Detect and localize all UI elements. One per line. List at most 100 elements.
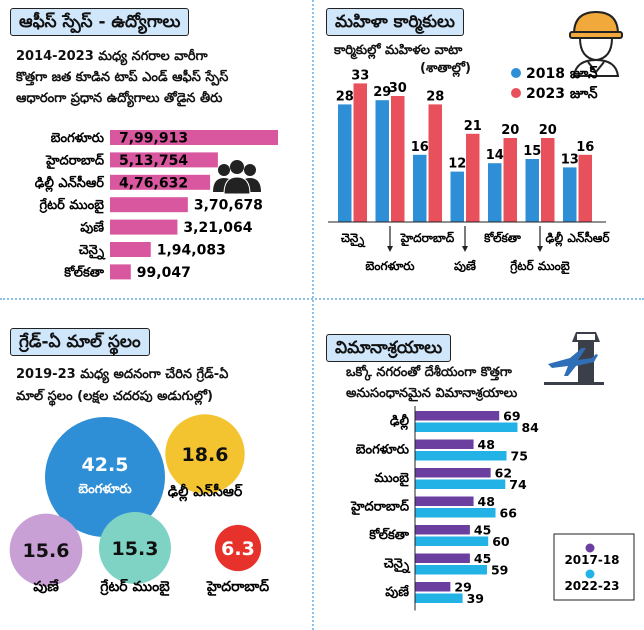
people-group-icon	[213, 160, 261, 195]
women-value-label: 16	[576, 140, 594, 155]
air-bar-2017-18	[415, 468, 491, 478]
office-category-label: బెంగళూరు	[51, 131, 105, 146]
women-bar-2018	[563, 167, 577, 222]
office-value-label: 3,70,678	[194, 198, 263, 214]
women-category-label: బెంగళూరు	[365, 259, 414, 273]
mall-space-panel: గ్రేడ్-ఏ మాల్ స్థలం 2019-23 మధ్య అదనంగా …	[0, 302, 310, 630]
women-value-label: 13	[561, 152, 579, 167]
airports-panel: విమానాశ్రయాలు ఒక్కో నగరంతో దేశీయంగా కొత్…	[316, 302, 644, 630]
office-subtitle-line-3: ఆధారంగా ప్రధాన ఉద్యోగాలు తోడైన తీరు	[16, 91, 223, 106]
air-bar-2022-23	[415, 565, 487, 575]
air-bar-2022-23	[415, 479, 506, 489]
air-value-label: 75	[511, 449, 528, 464]
women-bar-2018	[338, 104, 352, 222]
mall-title: గ్రేడ్-ఏ మాల్ స్థలం	[10, 328, 150, 356]
mall-category-label: పుణే	[33, 579, 59, 595]
office-category-label: చెన్నై	[79, 243, 106, 260]
office-category-label: కోల్‌కతా	[63, 264, 105, 280]
women-bar-2018	[413, 154, 427, 222]
women-label-arrow	[537, 246, 543, 252]
vertical-divider	[312, 0, 314, 630]
women-bar-2023	[428, 104, 442, 222]
women-category-label: కోల్‌కతా	[483, 231, 522, 245]
mall-category-label: హైదరాబాద్	[206, 578, 269, 596]
mall-value-label: 18.6	[182, 444, 229, 466]
office-bar	[110, 242, 151, 257]
airports-subtitle-line-1: ఒక్కో నగరంతో దేశీయంగా కొత్తగా	[346, 365, 512, 380]
air-legend-box	[553, 533, 635, 601]
women-subtitle-line-2: (శాతాల్లో)	[420, 61, 471, 76]
air-category-label: కోల్‌కతా	[368, 527, 410, 543]
women-bar-2018	[375, 100, 389, 222]
air-bar-2017-18	[415, 439, 474, 449]
air-value-label: 48	[478, 437, 495, 452]
air-category-label: ఢిల్లీ	[390, 413, 410, 431]
air-bar-2017-18	[415, 525, 470, 535]
women-value-label: 12	[448, 157, 466, 172]
office-chart: బెంగళూరు 7,99,913 హైదరాబాద్ 5,13,754 ఢిల్లీ …	[35, 130, 278, 281]
office-subtitle: 2014-2023 మధ్య నగరాల వారీగా కొత్తగా జత క…	[16, 46, 306, 109]
mall-category-label: ఢిల్లీ ఎన్‌సీఆర్	[168, 483, 243, 502]
air-bar-2017-18	[415, 496, 474, 506]
women-title: మహిళా కార్మికులు	[326, 8, 464, 36]
air-value-label: 84	[521, 420, 539, 435]
office-value-label: 3,21,064	[183, 220, 252, 236]
women-value-label: 21	[464, 119, 482, 134]
air-value-label: 60	[492, 534, 510, 549]
mall-bubble	[45, 417, 165, 537]
women-bar-2023	[503, 138, 517, 222]
office-bar	[110, 152, 218, 168]
air-bar-2017-18	[415, 411, 500, 421]
women-legend-dot	[511, 68, 521, 78]
air-category-label: హైదరాబాద్	[350, 499, 409, 516]
air-value-label: 48	[478, 494, 495, 509]
women-legend-label: 2018 జూన్	[526, 65, 598, 82]
office-value-label: 1,94,083	[157, 243, 226, 259]
office-bar	[110, 130, 278, 145]
mall-value-label: 15.3	[112, 538, 159, 560]
airplane-control-tower-icon	[544, 332, 604, 385]
mall-bubble	[9, 513, 83, 587]
women-subtitle: కార్మికుల్లో మహిళల వాటా (శాతాల్లో)	[334, 42, 471, 78]
airports-title: విమానాశ్రయాలు	[326, 334, 452, 362]
women-value-label: 15	[523, 144, 541, 159]
air-category-label: ముంబై	[374, 471, 409, 487]
office-category-label: హైదరాబాద్	[45, 152, 104, 169]
women-label-arrow	[387, 246, 393, 252]
mall-chart: 42.5 బెంగళూరు 18.6 ఢిల్లీ ఎన్‌సీఆర్ 15.6 పుణే…	[9, 414, 269, 596]
office-title: ఆఫీస్ స్పేస్ - ఉద్యోగాలు	[10, 8, 190, 36]
women-value-label: 28	[426, 89, 444, 104]
women-bar-2018	[488, 163, 502, 222]
air-bar-2022-23	[415, 536, 489, 546]
office-bar	[110, 219, 178, 235]
women-bar-2018	[450, 171, 464, 222]
office-bar	[110, 197, 188, 213]
mall-value-label: 15.6	[23, 540, 70, 562]
mall-subtitle-line-1: 2019-23 మధ్య అదనంగా చేరిన గ్రేడ్-ఏ	[16, 367, 229, 382]
office-value-label: 5,13,754	[119, 153, 188, 169]
women-value-label: 16	[411, 140, 429, 155]
office-value-label: 4,76,632	[119, 175, 188, 191]
air-value-label: 69	[503, 409, 520, 424]
office-bar	[110, 264, 131, 280]
air-bar-2022-23	[415, 593, 463, 603]
women-value-label: 20	[539, 123, 557, 138]
women-legend-label: 2023 జూన్	[526, 85, 598, 102]
air-legend-label: 2017-18	[564, 553, 619, 567]
office-subtitle-line-2: కొత్తగా జత కూడిన టాప్ ఎండ్ ఆఫీస్ స్పేస్	[16, 70, 229, 85]
air-value-label: 59	[491, 563, 508, 578]
women-value-label: 14	[486, 148, 504, 163]
mall-bubble	[99, 512, 171, 584]
women-category-label: పుణే	[454, 259, 476, 273]
air-category-label: బెంగళూరు	[356, 443, 410, 458]
women-value-label: 28	[336, 89, 354, 104]
women-bar-2023	[466, 133, 480, 222]
air-value-label: 29	[454, 580, 471, 595]
women-category-label: గ్రేటర్ ముంబై	[509, 259, 570, 275]
air-legend-dot	[585, 569, 595, 579]
women-bar-2023	[353, 83, 367, 223]
women-value-label: 33	[351, 68, 369, 83]
air-legend-label: 2022-23	[564, 579, 619, 593]
